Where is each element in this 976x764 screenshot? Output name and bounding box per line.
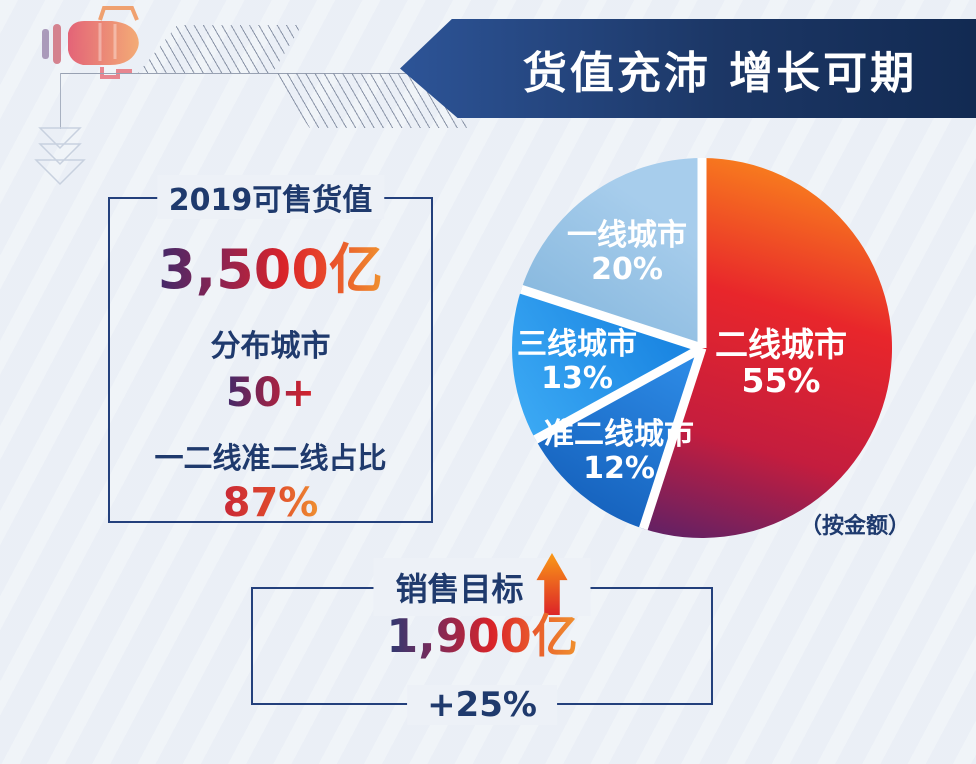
- pie-slice-2: [512, 289, 702, 440]
- sales-target-growth: +25%: [407, 685, 557, 725]
- guide-line-horizontal: [60, 73, 412, 74]
- hatch-decoration-upper: [138, 25, 302, 73]
- guide-line-vertical: [60, 73, 61, 129]
- pie-slice-1: [535, 348, 702, 529]
- title-banner: 货值充沛 增长可期: [400, 19, 976, 118]
- supply-value-amount: 3,500亿: [158, 238, 383, 301]
- tier-ratio-value: 87%: [222, 480, 319, 526]
- fist-icon: [42, 6, 139, 79]
- pie-label-tier2: 二线城市 55%: [715, 325, 847, 400]
- pie-slice-separator: [533, 344, 705, 444]
- supply-value-title: 2019可售货值: [156, 175, 385, 219]
- supply-value-panel: 2019可售货值 3,500亿 分布城市 50+ 一二线准二线占比 87%: [108, 175, 433, 526]
- page-title: 货值充沛 增长可期: [522, 47, 918, 99]
- chevron-down-icons: [34, 127, 86, 186]
- pie-label-tier1: 一线城市 20%: [567, 218, 687, 287]
- pie-note-by-amount: （按金额）: [800, 514, 911, 539]
- sales-target-label: 销售目标: [395, 570, 524, 608]
- pie-slice-separator: [519, 285, 704, 353]
- tier-ratio-label: 一二线准二线占比: [154, 441, 387, 475]
- up-arrow-icon: [536, 552, 568, 616]
- city-tier-pie-chart: [512, 158, 893, 538]
- cities-label: 分布城市: [210, 329, 331, 364]
- pie-label-quasi-tier2: 准二线城市 12%: [544, 417, 694, 486]
- sales-target-panel: 销售目标 1,900亿 +25%: [251, 552, 713, 725]
- sales-target-amount: 1,900亿: [386, 609, 578, 663]
- sales-target-header: 销售目标: [373, 552, 591, 616]
- pie-label-tier3: 三线城市 13%: [517, 327, 637, 396]
- pie-slice-separator: [639, 346, 707, 531]
- cities-count: 50+: [225, 370, 316, 416]
